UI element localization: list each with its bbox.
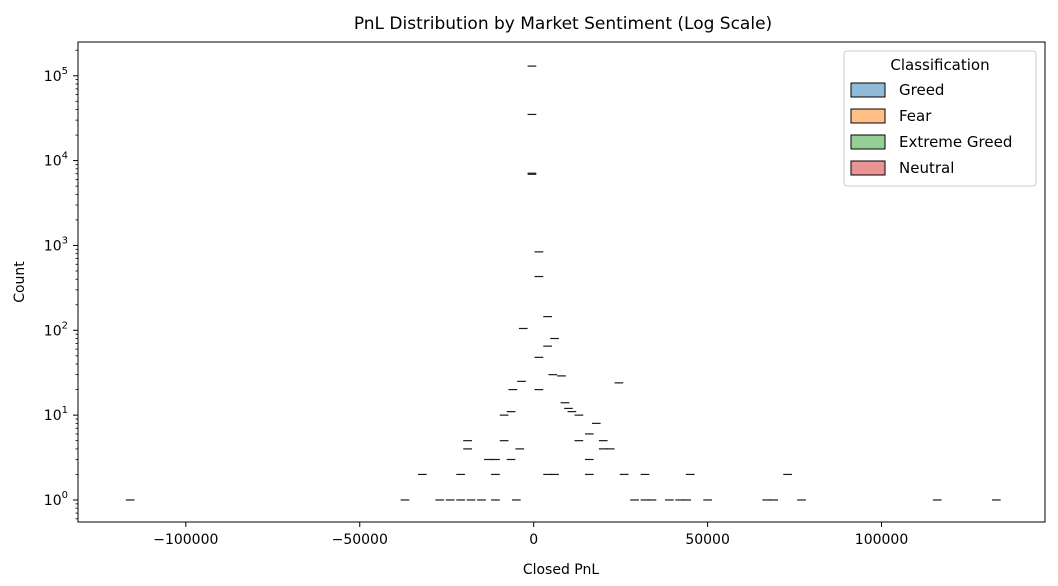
y-tick-base: 10 [44,323,62,339]
y-axis-label: Count [12,261,28,303]
legend-swatch [850,134,886,150]
x-axis-label: Closed PnL [523,562,600,578]
y-tick-base: 10 [44,154,62,170]
legend-swatch [850,108,886,124]
y-tick-label: 101 [44,405,68,424]
y-tick-exponent: 0 [62,490,68,501]
y-tick-label: 100 [44,490,68,509]
legend-box [843,50,1037,187]
chart-title: PnL Distribution by Market Sentiment (Lo… [354,14,772,34]
y-tick-label: 103 [44,235,68,254]
legend-label: Fear [899,107,932,125]
x-tick-label: 0 [529,532,538,548]
y-tick-base: 10 [44,493,62,509]
x-tick-label: −100000 [153,532,218,548]
y-tick-base: 10 [44,238,62,254]
legend-label: Greed [899,81,944,99]
legend-title: Classification [890,56,989,74]
y-tick-exponent: 5 [62,66,68,77]
y-tick-label: 105 [44,66,68,85]
legend: Classification Greed Fear Extreme Greed Neu… [843,50,1037,187]
x-axis-ticks: −100000 −50000 0 50000 100000 [153,522,908,548]
y-tick-exponent: 3 [62,235,68,246]
y-tick-exponent: 1 [62,405,68,416]
x-tick-label: 100000 [855,532,908,548]
legend-label: Neutral [899,159,954,177]
y-tick-label: 104 [44,151,68,170]
plot-area-frame [77,41,1046,523]
y-tick-base: 10 [44,69,62,85]
histogram-bins [125,65,1001,501]
x-tick-label: −50000 [332,532,388,548]
y-tick-base: 10 [44,408,62,424]
legend-entries: Greed Fear Extreme Greed Neutral [850,81,1012,177]
y-tick-label: 102 [44,320,68,339]
y-tick-exponent: 4 [62,151,68,162]
legend-swatch [850,82,886,98]
x-tick-label: 50000 [685,532,730,548]
legend-swatch [850,160,886,176]
y-tick-exponent: 2 [62,320,68,331]
legend-label: Extreme Greed [899,133,1012,151]
